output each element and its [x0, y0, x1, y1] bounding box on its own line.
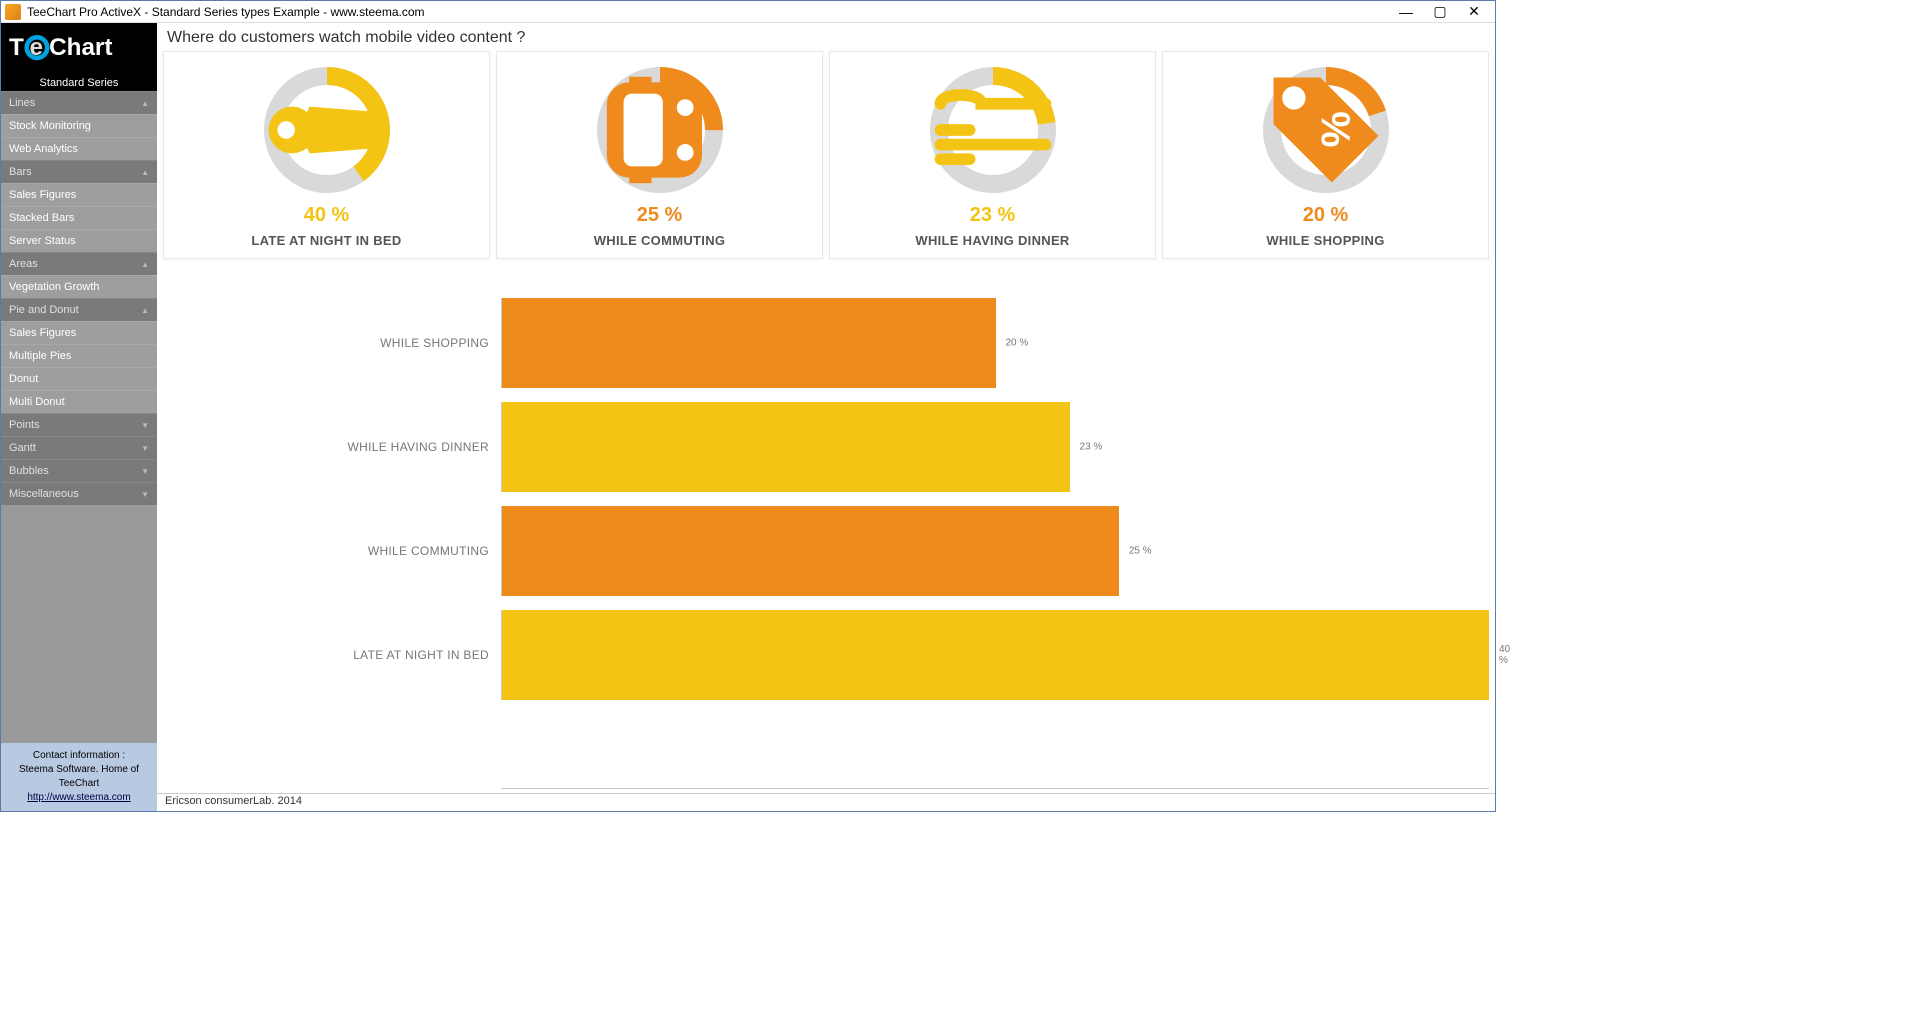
svg-text:e: e [30, 34, 43, 61]
kpi-label: WHILE HAVING DINNER [915, 233, 1069, 248]
nav-header-gantt[interactable]: Gantt▼ [1, 436, 157, 459]
fork-icon [923, 60, 1063, 200]
nav-item[interactable]: Stock Monitoring [1, 114, 157, 137]
nav-header-bubbles[interactable]: Bubbles▼ [1, 459, 157, 482]
kpi-card: 40 % LATE AT NIGHT IN BED [163, 51, 490, 259]
nav-header-lines[interactable]: Lines▲ [1, 91, 157, 114]
nav-item[interactable]: Stacked Bars [1, 206, 157, 229]
bar-row: WHILE COMMUTING 25 % [163, 499, 1489, 603]
bar-category: WHILE COMMUTING [163, 544, 501, 558]
page-title: Where do customers watch mobile video co… [157, 23, 1495, 51]
bar-value: 20 % [1006, 338, 1029, 349]
kpi-label: LATE AT NIGHT IN BED [251, 233, 401, 248]
kpi-card: 23 % WHILE HAVING DINNER [829, 51, 1156, 259]
contact-line2: Steema Software. Home of TeeChart [5, 763, 153, 791]
app-icon [5, 4, 21, 20]
nav-item[interactable]: Donut [1, 367, 157, 390]
bar-fill [502, 402, 1070, 492]
x-axis [501, 788, 1489, 789]
nav-header-miscellaneous[interactable]: Miscellaneous▼ [1, 482, 157, 505]
nav-header-areas[interactable]: Areas▲ [1, 252, 157, 275]
nav-item[interactable]: Multiple Pies [1, 344, 157, 367]
series-title: Standard Series [1, 75, 157, 91]
svg-text:T: T [9, 34, 24, 61]
footer: Ericson consumerLab. 2014 [157, 793, 1495, 811]
bar-row: WHILE HAVING DINNER 23 % [163, 395, 1489, 499]
maximize-button[interactable]: ▢ [1423, 2, 1457, 22]
close-button[interactable]: ✕ [1457, 2, 1491, 22]
window-title: TeeChart Pro ActiveX - Standard Series t… [27, 5, 1389, 19]
svg-text:Chart: Chart [49, 34, 112, 61]
bus-icon [590, 60, 730, 200]
nav: Lines▲Stock MonitoringWeb AnalyticsBars▲… [1, 91, 157, 743]
sidebar: T e Chart Standard Series Lines▲Stock Mo… [1, 23, 157, 811]
kpi-label: WHILE COMMUTING [594, 233, 726, 248]
nav-item[interactable]: Sales Figures [1, 183, 157, 206]
bar-category: WHILE SHOPPING [163, 336, 501, 350]
bar-track: 40 % [501, 610, 1489, 700]
nav-item[interactable]: Server Status [1, 229, 157, 252]
bar-fill [502, 610, 1489, 700]
donut-chart [923, 60, 1063, 200]
bar-track: 23 % [501, 402, 1489, 492]
bar-category: WHILE HAVING DINNER [163, 440, 501, 454]
nav-item[interactable]: Multi Donut [1, 390, 157, 413]
donut-chart [590, 60, 730, 200]
bar-chart: WHILE SHOPPING 20 % WHILE HAVING DINNER 23 … [163, 291, 1489, 789]
contact-link[interactable]: http://www.steema.com [27, 792, 130, 803]
kpi-percent: 40 % [304, 204, 350, 227]
kpi-percent: 20 % [1303, 204, 1349, 227]
titlebar: TeeChart Pro ActiveX - Standard Series t… [1, 1, 1495, 23]
kpi-card: 25 % WHILE COMMUTING [496, 51, 823, 259]
nav-header-bars[interactable]: Bars▲ [1, 160, 157, 183]
nav-header-pie-and-donut[interactable]: Pie and Donut▲ [1, 298, 157, 321]
cards-row: 40 % LATE AT NIGHT IN BED 25 % WHILE COMMUT… [157, 51, 1495, 259]
bar-row: LATE AT NIGHT IN BED40 % [163, 603, 1489, 707]
bar-fill [502, 506, 1119, 596]
nav-item[interactable]: Sales Figures [1, 321, 157, 344]
kpi-percent: 23 % [970, 204, 1016, 227]
contact-line1: Contact information : [5, 749, 153, 763]
main: Where do customers watch mobile video co… [157, 23, 1495, 811]
bar-row: WHILE SHOPPING 20 % [163, 291, 1489, 395]
bar-fill [502, 298, 996, 388]
bed-icon [257, 60, 397, 200]
kpi-percent: 25 % [637, 204, 683, 227]
bar-value: 23 % [1080, 442, 1103, 453]
kpi-label: WHILE SHOPPING [1266, 233, 1384, 248]
bar-value: 40 % [1499, 644, 1510, 666]
logo: T e Chart [1, 23, 157, 75]
contact-box: Contact information : Steema Software. H… [1, 743, 157, 811]
kpi-card: % 20 % WHILE SHOPPING [1162, 51, 1489, 259]
nav-item[interactable]: Vegetation Growth [1, 275, 157, 298]
bar-track: 25 % [501, 506, 1489, 596]
bar-track: 20 % [501, 298, 1489, 388]
donut-chart: % [1256, 60, 1396, 200]
svg-text:%: % [1312, 111, 1358, 147]
minimize-button[interactable]: — [1389, 2, 1423, 22]
bar-category: LATE AT NIGHT IN BED [163, 648, 501, 662]
nav-item[interactable]: Web Analytics [1, 137, 157, 160]
donut-chart [257, 60, 397, 200]
bar-value: 25 % [1129, 546, 1152, 557]
tag-icon: % [1256, 60, 1396, 200]
nav-header-points[interactable]: Points▼ [1, 413, 157, 436]
